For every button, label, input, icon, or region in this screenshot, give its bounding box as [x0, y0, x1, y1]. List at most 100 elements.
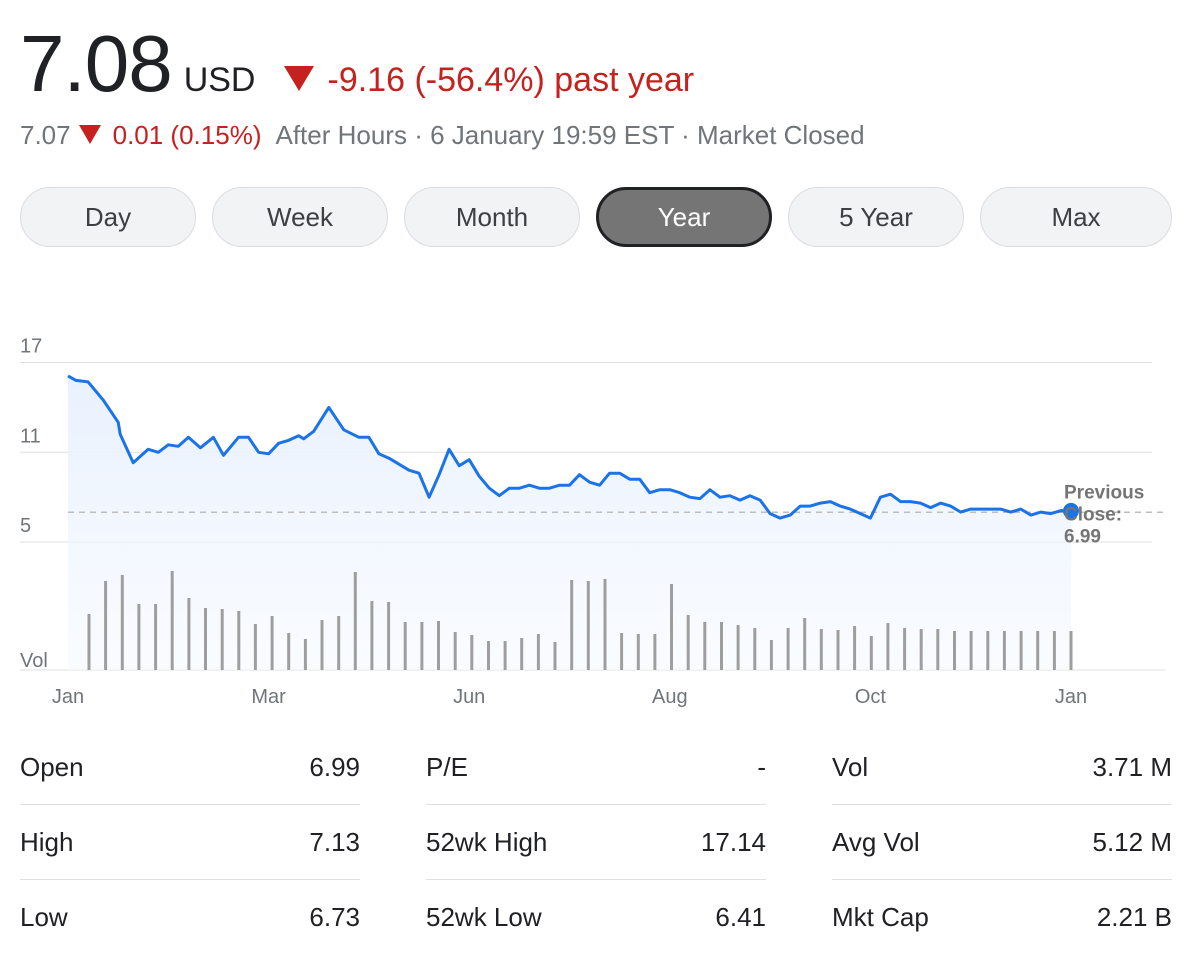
volume-bar: [154, 604, 158, 670]
tab-week[interactable]: Week: [212, 187, 388, 247]
volume-bar: [969, 631, 973, 670]
volume-bar: [886, 623, 890, 670]
volume-bar: [287, 633, 291, 670]
volume-bar: [1002, 631, 1006, 670]
x-tick-label: Aug: [652, 686, 688, 708]
stat-label: 52wk Low: [426, 902, 542, 932]
volume-bar: [919, 629, 923, 670]
stat-label: Open: [20, 751, 84, 782]
volume-bar: [137, 604, 141, 670]
current-price: 7.08: [20, 19, 173, 108]
volume-bar: [220, 609, 224, 670]
volume-bar: [786, 628, 790, 670]
previous-close-label-line: Previous: [1064, 482, 1144, 503]
volume-bar: [769, 640, 773, 670]
tab-label: 5 Year: [839, 201, 913, 232]
volume-bar: [1052, 631, 1056, 670]
range-tabs: Day Week Month Year 5 Year Max: [20, 187, 1172, 251]
tab-5-year[interactable]: 5 Year: [788, 187, 964, 247]
tab-label: Year: [657, 201, 711, 232]
down-triangle-icon: [78, 125, 101, 144]
volume-bar: [520, 638, 524, 670]
stat-row-pe: P/E -: [426, 730, 766, 805]
stat-value: 3.71 M: [1092, 751, 1173, 782]
volume-bar: [437, 621, 440, 670]
stat-label: 52wk High: [426, 826, 548, 857]
volume-bar: [536, 634, 540, 670]
stat-row-vol: Vol 3.71 M: [832, 730, 1172, 805]
volume-bar: [903, 628, 907, 670]
stat-label: Low: [20, 902, 68, 932]
after-hours-change: 0.01 (0.15%): [112, 120, 262, 150]
x-tick-label: Jan: [1055, 686, 1087, 708]
volume-bar: [869, 636, 873, 670]
volume-bar: [387, 602, 391, 670]
tab-label: Max: [1051, 201, 1101, 232]
volume-bar: [453, 632, 457, 670]
volume-bar: [986, 631, 990, 670]
stat-row-mkt-cap: Mkt Cap 2.21 B: [832, 880, 1172, 955]
tab-year[interactable]: Year: [596, 187, 772, 247]
volume-bar: [170, 571, 174, 670]
y-tick-label: 11: [20, 425, 41, 447]
previous-close-value: 6.99: [1064, 526, 1101, 547]
stat-value: 7.13: [309, 826, 360, 857]
tab-day[interactable]: Day: [20, 187, 196, 247]
stat-row-open: Open 6.99: [20, 730, 360, 805]
stat-value: -: [757, 751, 766, 782]
volume-bar: [237, 611, 241, 670]
volume-bar: [87, 614, 91, 670]
volume-bar: [553, 642, 557, 670]
stat-value: 6.73: [309, 902, 360, 932]
x-tick-label: Oct: [855, 686, 887, 708]
volume-bar: [686, 615, 690, 670]
volume-bar: [320, 620, 324, 670]
volume-bar: [120, 575, 124, 670]
stat-label: P/E: [426, 751, 468, 782]
stats-column: P/E - 52wk High 17.14 52wk Low 6.41: [426, 730, 766, 955]
volume-bar: [353, 572, 357, 670]
current-price-dot: [1063, 502, 1079, 519]
stat-value: 2.21 B: [1096, 902, 1172, 932]
previous-close-label-line: Close:: [1064, 504, 1122, 525]
volume-bar: [936, 629, 940, 670]
x-tick-label: Jun: [453, 686, 485, 708]
price-change: -9.16 (-56.4%) past year: [283, 61, 694, 100]
stat-value: 17.14: [700, 826, 766, 857]
stats-column: Vol 3.71 M Avg Vol 5.12 M Mkt Cap 2.21 B: [832, 730, 1172, 955]
price-header: 7.08 USD -9.16 (-56.4%) past year: [20, 18, 694, 110]
price-line: [67, 374, 1072, 520]
volume-bar: [720, 622, 723, 670]
volume-bar: [253, 624, 257, 670]
tab-label: Day: [84, 201, 132, 232]
stat-row-high: High 7.13: [20, 805, 360, 880]
volume-axis-label: Vol: [20, 650, 48, 672]
volume-bar: [337, 616, 341, 670]
volume-bar: [620, 633, 624, 670]
stat-row-low: Low 6.73: [20, 880, 360, 955]
volume-bar: [420, 622, 424, 670]
stat-row-52wk-low: 52wk Low 6.41: [426, 880, 766, 955]
tab-label: Month: [455, 201, 529, 232]
stat-value: 6.41: [715, 902, 766, 932]
volume-bar: [586, 581, 590, 670]
volume-bar: [1019, 631, 1023, 670]
x-tick-label: Mar: [251, 686, 286, 708]
tab-month[interactable]: Month: [404, 187, 580, 247]
volume-bar: [670, 584, 673, 670]
stats-column: Open 6.99 High 7.13 Low 6.73: [20, 730, 360, 955]
after-hours-price: 7.07: [20, 120, 71, 150]
volume-bar: [270, 616, 274, 670]
volume-bar: [953, 631, 956, 670]
volume-bar: [503, 641, 507, 670]
volume-bar: [570, 580, 574, 670]
tab-max[interactable]: Max: [980, 187, 1172, 247]
tab-label: Week: [267, 201, 333, 232]
volume-bar: [819, 629, 823, 670]
stat-value: 6.99: [309, 751, 360, 782]
volume-bar: [603, 579, 607, 670]
volume-bar: [836, 630, 840, 670]
x-tick-label: Jan: [52, 686, 84, 708]
price-chart[interactable]: 17 11 5 Vol Previous Close: 6.99 Jan Mar Jun A…: [0, 315, 1192, 715]
stat-row-52wk-high: 52wk High 17.14: [426, 805, 766, 880]
